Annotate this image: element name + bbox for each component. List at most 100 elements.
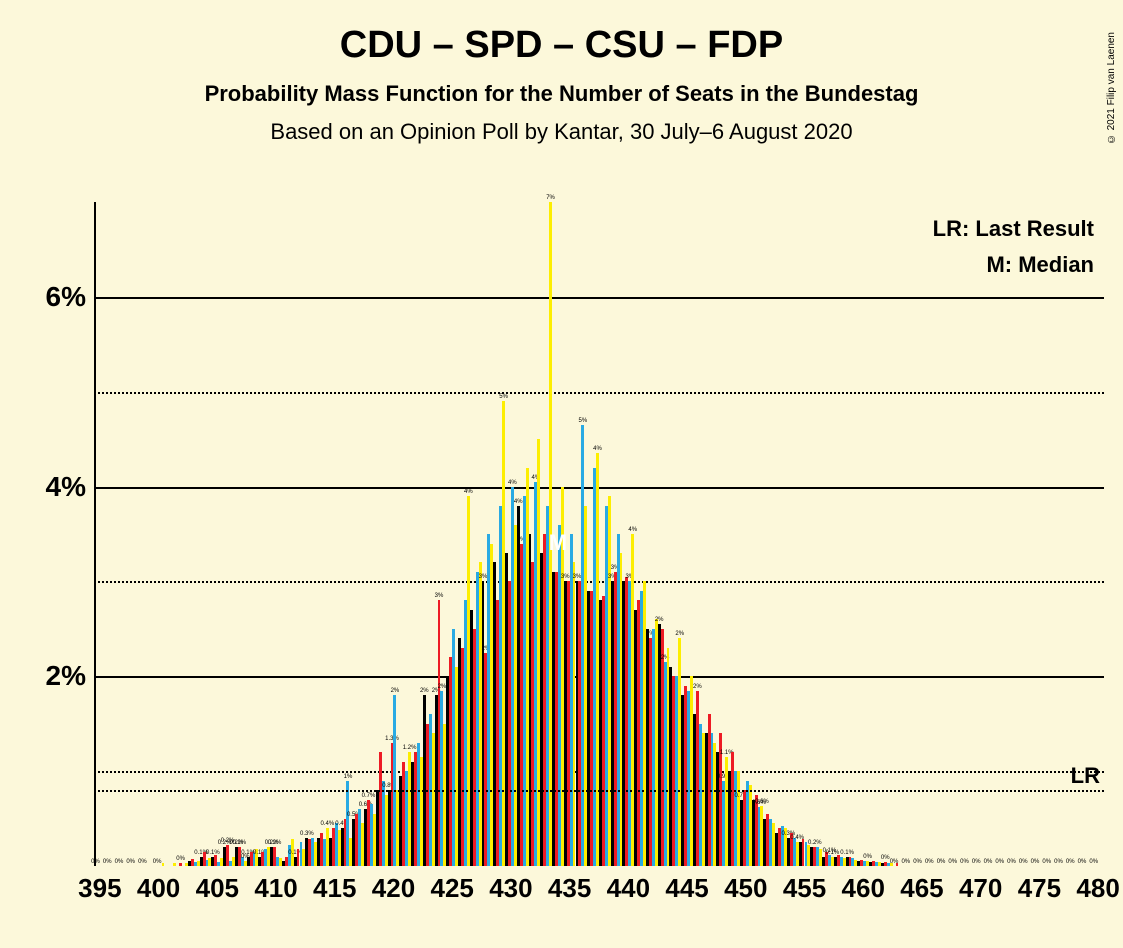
bar-value-label: 0% [913, 859, 922, 865]
bar-group: 0.2%0.2%0% [235, 202, 247, 866]
bar-value-label: 0% [1054, 859, 1063, 865]
bar-value-label: 0% [1007, 859, 1016, 865]
y-tick-label: 2% [20, 660, 86, 692]
bar-value-label: 0.2% [268, 840, 282, 846]
x-tick-label: 420 [372, 873, 415, 904]
bar-value-label: 0% [995, 859, 1004, 865]
x-tick-label: 405 [196, 873, 239, 904]
bar-group: 0.7% [740, 202, 752, 866]
bars-container: 0%0%0%0%0%0%0%0.1%0.1%0.2%0.2%0.2%0.2%0%… [94, 202, 1104, 866]
y-tick-label: 6% [20, 281, 86, 313]
legend-m: M: Median [933, 252, 1094, 278]
bar-group: 0% [881, 202, 893, 866]
bar-group: 4% [458, 202, 470, 866]
bar-value-label: 0.1% [206, 850, 220, 856]
x-tick-label: 465 [900, 873, 943, 904]
bar-group: 0.2%0.2% [270, 202, 282, 866]
bar-group: 0% [904, 202, 916, 866]
bar-value-label: 0% [1031, 859, 1040, 865]
bar [179, 863, 182, 866]
x-tick-label: 430 [489, 873, 532, 904]
bar-group: 0.4%1% [341, 202, 353, 866]
bar-value-label: 0% [176, 856, 185, 862]
bar-value-label: 0% [115, 859, 124, 865]
bar-group: 0.6%0.7% [364, 202, 376, 866]
x-tick-label: 395 [78, 873, 121, 904]
bar-value-label: 0.3% [300, 831, 314, 837]
bar-value-label: 0% [1042, 859, 1051, 865]
bar-group: 2% [693, 202, 705, 866]
x-tick-label: 480 [1076, 873, 1119, 904]
chart-source: Based on an Opinion Poll by Kantar, 30 J… [0, 119, 1123, 145]
bar-group: 0% [117, 202, 129, 866]
bar-value-label: 0% [91, 859, 100, 865]
bar-group: 0.1% [294, 202, 306, 866]
chart-legend: LR: Last Result M: Median [933, 216, 1094, 288]
median-marker: M [549, 530, 567, 556]
bar-value-label: 2% [655, 617, 664, 623]
bar-value-label: 3% [561, 574, 570, 580]
bar-value-label: 1.3% [385, 736, 399, 742]
bar-group: 0.1% [258, 202, 270, 866]
bar-group: 0% [940, 202, 952, 866]
bar-group: 0.1%0.1% [822, 202, 834, 866]
bar-value-label: 0% [1089, 859, 1098, 865]
bar [896, 863, 899, 866]
x-tick-label: 440 [607, 873, 650, 904]
bar-group: 3%3% [611, 202, 623, 866]
bar-group: 0.1% [200, 202, 212, 866]
bar-group: 0% [1034, 202, 1046, 866]
bar-value-label: 0% [984, 859, 993, 865]
x-tick-label: 415 [313, 873, 356, 904]
bar-group: 0.1% [846, 202, 858, 866]
bar-value-label: 3% [435, 593, 444, 599]
bar-group: 2% [669, 202, 681, 866]
bar-value-label: 0% [138, 859, 147, 865]
bar-value-label: 4% [508, 480, 517, 486]
y-tick-label: 4% [20, 471, 86, 503]
bar-value-label: 0.2% [808, 840, 822, 846]
bar-group: 0.8%1.3%2% [388, 202, 400, 866]
legend-lr: LR: Last Result [933, 216, 1094, 242]
bar-group [634, 202, 646, 866]
bar-group: 3%2% [482, 202, 494, 866]
bar-group [775, 202, 787, 866]
bar-group: 2%2% [658, 202, 670, 866]
bar-group: 0% [176, 202, 188, 866]
bar-value-label: 0% [901, 859, 910, 865]
bar-group: 4% [505, 202, 517, 866]
plot-area: 2%4%6% 0%0%0%0%0%0%0%0.1%0.1%0.2%0.2%0.2… [94, 202, 1104, 866]
bar-group [376, 202, 388, 866]
lr-gridline [94, 790, 1104, 792]
lr-label: LR [1071, 763, 1100, 789]
bar-value-label: 0.2% [232, 840, 246, 846]
bar-group: 0.6%0.6% [752, 202, 764, 866]
bar-group [599, 202, 611, 866]
bar-value-label: 0% [937, 859, 946, 865]
x-tick-label: 475 [1018, 873, 1061, 904]
bar-group: 0% [963, 202, 975, 866]
bar-group [834, 202, 846, 866]
bar-group: 5% [493, 202, 505, 866]
bar-value-label: 0% [103, 859, 112, 865]
bar-group: 2% [423, 202, 435, 866]
bar-group [763, 202, 775, 866]
bar-group: 0% [94, 202, 106, 866]
chart-subtitle: Probability Mass Function for the Number… [0, 81, 1123, 107]
bar-group [470, 202, 482, 866]
x-tick-label: 460 [842, 873, 885, 904]
bar-group: 0.3%0.4% [787, 202, 799, 866]
bar-group [799, 202, 811, 866]
bar-group [728, 202, 740, 866]
bar-group: 4%3% [517, 202, 529, 866]
x-tick-label: 435 [548, 873, 591, 904]
bar-value-label: 2% [693, 684, 702, 690]
bar-value-label: 0% [1078, 859, 1087, 865]
x-tick-label: 450 [724, 873, 767, 904]
bar-group: 4% [529, 202, 541, 866]
bar-group: 0% [975, 202, 987, 866]
bar-value-label: 2% [438, 684, 447, 690]
bar-group: 0.4% [317, 202, 329, 866]
bar-group [164, 202, 176, 866]
bar-value-label: 2% [391, 688, 400, 694]
